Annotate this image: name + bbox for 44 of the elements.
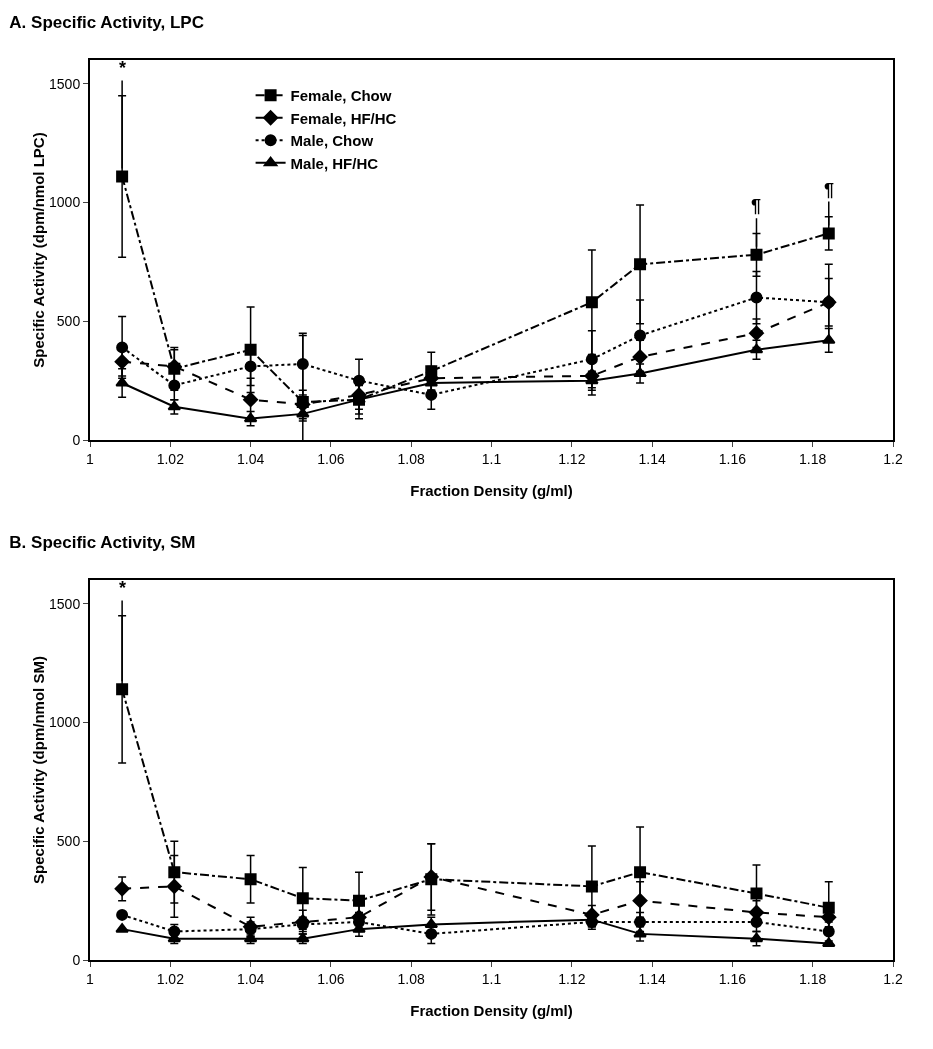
y-axis-title: Specific Activity (dpm/nmol LPC) [30, 132, 48, 368]
x-tick-label: 1.14 [638, 450, 666, 467]
y-tick-label: 1000 [49, 714, 81, 731]
x-tick-label: 1.06 [317, 450, 345, 467]
legend-label: Female, Chow [290, 87, 392, 105]
x-tick-label: 1.1 [481, 450, 502, 467]
x-tick-label: 1 [86, 970, 95, 987]
x-tick-label: 1 [86, 450, 95, 467]
x-axis-title: Fraction Density (g/ml) [410, 1002, 573, 1019]
annotation: * [119, 578, 127, 598]
x-tick-label: 1.02 [156, 970, 185, 987]
x-tick-label: 1.04 [236, 450, 265, 467]
y-tick-label: 1500 [49, 75, 81, 92]
annotation: ¶ [824, 180, 835, 200]
x-tick-label: 1.06 [317, 970, 345, 987]
x-tick-label: 1.16 [718, 970, 747, 987]
y-tick-label: 1000 [49, 194, 81, 211]
x-tick-label: 1.16 [718, 450, 747, 467]
x-tick-label: 1.18 [799, 970, 827, 987]
x-tick-label: 1.2 [883, 970, 903, 987]
chart-title: A. Specific Activity, LPC [9, 12, 204, 32]
annotation: ¶ [751, 196, 762, 216]
y-tick-label: 0 [72, 951, 81, 968]
chart-title: B. Specific Activity, SM [9, 532, 196, 552]
x-axis-title: Fraction Density (g/ml) [410, 482, 573, 499]
x-tick-label: 1.14 [638, 970, 666, 987]
annotation: * [119, 58, 127, 78]
x-tick-label: 1.02 [156, 450, 185, 467]
legend-label: Male, Chow [290, 132, 374, 150]
x-tick-label: 1.04 [236, 970, 265, 987]
x-tick-label: 1.08 [397, 450, 426, 467]
y-axis-title: Specific Activity (dpm/nmol SM) [30, 656, 48, 884]
x-tick-label: 1.18 [799, 450, 827, 467]
x-tick-label: 1.08 [397, 970, 426, 987]
y-tick-label: 1500 [49, 595, 81, 612]
x-tick-label: 1.1 [481, 970, 502, 987]
y-tick-label: 500 [56, 833, 81, 850]
y-tick-label: 500 [56, 313, 81, 330]
x-tick-label: 1.12 [558, 450, 586, 467]
legend-label: Male, HF/HC [290, 154, 379, 172]
x-tick-label: 1.2 [883, 450, 903, 467]
legend-label: Female, HF/HC [290, 109, 397, 127]
x-tick-label: 1.12 [558, 970, 586, 987]
y-tick-label: 0 [72, 431, 81, 448]
